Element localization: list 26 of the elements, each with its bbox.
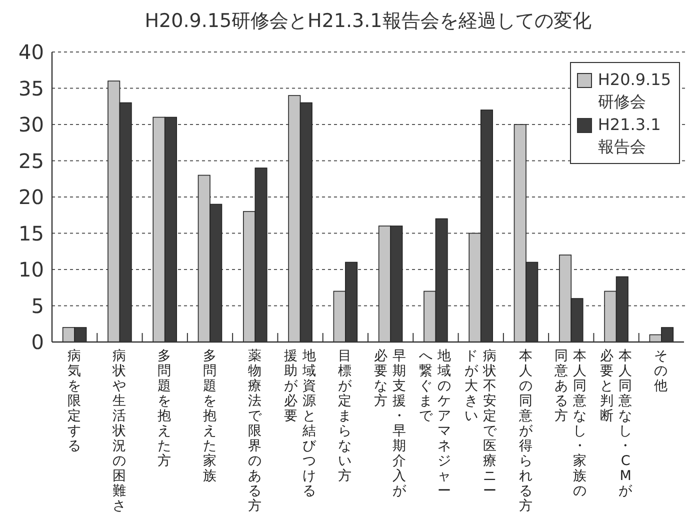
category-label: 病状不安定で医療ニードが大きい xyxy=(464,348,497,499)
category-label: 早期支援・早期介入が必要な方 xyxy=(374,348,407,499)
y-tick-label: 10 xyxy=(18,258,44,282)
category-label: 地域資源と結びつける援助が必要 xyxy=(284,348,316,499)
x-tick-label: その他 xyxy=(654,348,668,394)
y-tick-label: 0 xyxy=(31,330,44,354)
legend-label: H21.3.1 報告会 xyxy=(598,114,661,158)
y-tick-label: 5 xyxy=(31,294,44,318)
category-label: 本人の同意が得られる方 xyxy=(518,348,533,514)
y-tick-label: 20 xyxy=(18,185,44,209)
category-label: 病状や生活状況の困難さ xyxy=(112,348,126,514)
category-label: 本人同意なし・家族の同意ある方 xyxy=(554,348,588,499)
y-tick-label: 40 xyxy=(18,40,44,64)
x-tick-label: 病気を限定する xyxy=(67,348,82,454)
category-label: 本人同意なし・CMが必要と判断 xyxy=(600,348,632,499)
y-tick-label: 35 xyxy=(18,76,44,100)
x-tick-label: 多問題を抱えた方 xyxy=(158,348,172,469)
y-tick-label: 15 xyxy=(18,221,44,246)
legend-label: H20.9.15 研修会 xyxy=(598,69,671,112)
y-tick-label: 25 xyxy=(18,148,44,173)
category-label: 地域のケアマネジャーへ繋ぐまで xyxy=(419,348,452,499)
category-label: 目標が定まらない方 xyxy=(338,348,352,484)
chart-title: H20.9.15研修会とH21.3.1報告会を経過しての変化 xyxy=(144,10,592,32)
category-label: 多問題を抱えた家族 xyxy=(202,348,217,484)
y-tick-label: 30 xyxy=(18,112,44,136)
category-label: 薬物療法で限界のある方 xyxy=(248,348,262,514)
